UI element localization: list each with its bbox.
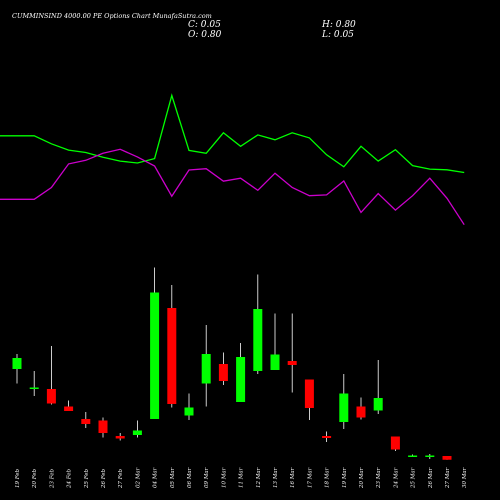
candle-body-up: [132, 430, 142, 435]
candle-body-up: [408, 455, 418, 457]
close-label: C: 0.05: [188, 20, 221, 30]
x-tick-label: 19 Mar: [342, 467, 348, 488]
purple-indicator-line: [0, 148, 465, 226]
candle-body-up: [339, 393, 349, 422]
x-tick-label: 25 Mar: [411, 467, 417, 489]
candle-body-up: [253, 309, 263, 371]
x-tick-label: 10 Mar: [221, 467, 227, 488]
candle-body-down: [81, 419, 91, 424]
high-label: H: 0.80: [321, 20, 356, 30]
indicator-lines: [0, 93, 465, 226]
candle-body-up: [236, 357, 246, 402]
x-axis-ticks: 19 Feb 20 Feb 23 Feb 24 Feb 25 Feb 26 Feb 27 F…: [15, 467, 468, 489]
candle-body-down: [287, 361, 297, 365]
candle-body-up: [184, 407, 194, 416]
candle-body-down: [115, 436, 125, 439]
x-tick-label: 12 Mar: [256, 467, 262, 488]
x-tick-label: 17 Mar: [307, 467, 313, 488]
candle-body-down: [46, 389, 56, 404]
x-tick-label: 25 Feb: [84, 468, 90, 489]
candle-body-up: [150, 292, 160, 419]
candle-body-down: [64, 406, 74, 411]
x-tick-label: 23 Mar: [376, 467, 382, 489]
candle-body-up: [373, 398, 383, 411]
x-tick-label: 11 Mar: [239, 467, 245, 488]
x-tick-label: 18 Mar: [325, 467, 331, 488]
x-tick-label: 06 Mar: [187, 467, 193, 488]
x-tick-label: 27 Mar: [445, 467, 451, 489]
x-tick-label: 20 Feb: [32, 468, 38, 489]
x-tick-label: 24 Feb: [67, 468, 73, 489]
x-tick-label: 13 Mar: [273, 467, 279, 488]
candle-body-up: [12, 358, 22, 369]
x-tick-label: 05 Mar: [170, 467, 176, 488]
x-tick-label: 24 Mar: [393, 467, 399, 489]
candle-body-down: [304, 379, 314, 408]
x-tick-label: 30 Mar: [462, 467, 468, 488]
x-tick-label: 27 Feb: [118, 468, 124, 489]
x-tick-label: 16 Mar: [290, 467, 296, 488]
candle-body-down: [218, 364, 228, 381]
open-label: O: 0.80: [188, 30, 222, 40]
x-tick-label: 19 Feb: [15, 468, 21, 488]
chart-title: CUMMINSIND 4000.00 PE Options Chart Muna…: [12, 12, 212, 20]
x-tick-label: 09 Mar: [204, 467, 210, 488]
x-tick-label: 04 Mar: [153, 467, 159, 488]
candle-body-up: [201, 354, 211, 384]
candle-body-down: [322, 436, 332, 438]
candle-body-up: [29, 387, 39, 389]
green-indicator-line: [0, 93, 465, 174]
x-tick-label: 23 Feb: [49, 468, 55, 489]
candle-body-up: [425, 455, 435, 457]
low-label: L: 0.05: [321, 30, 354, 40]
candle-body-down: [167, 308, 177, 404]
candle-body-up: [270, 354, 280, 370]
x-tick-label: 20 Mar: [359, 467, 365, 489]
x-tick-label: 26 Feb: [101, 468, 107, 489]
candles-group: [12, 267, 452, 460]
candle-body-down: [98, 420, 108, 433]
candle-body-down: [356, 406, 366, 418]
x-tick-label: 02 Mar: [135, 467, 141, 488]
x-tick-label: 26 Mar: [428, 467, 434, 489]
candle-body-down: [442, 456, 452, 460]
candle-body-down: [390, 436, 400, 450]
